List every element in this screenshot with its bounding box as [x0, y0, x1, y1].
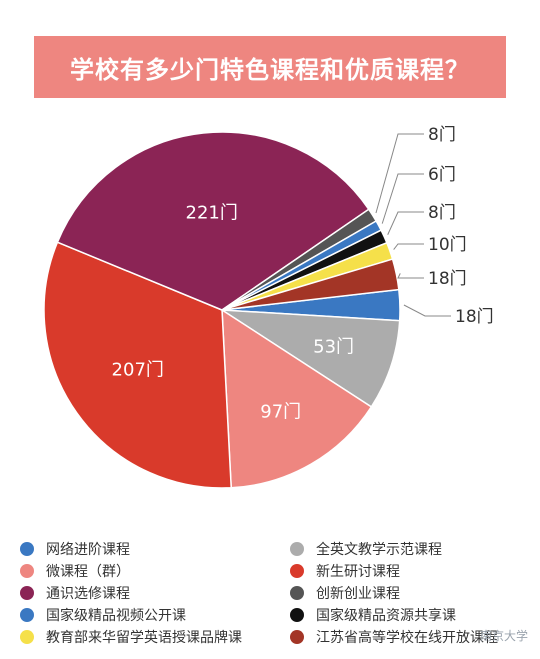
- legend-label: 国家级精品视频公开课: [46, 608, 186, 624]
- legend-item: 网络进阶课程: [20, 539, 130, 559]
- pie-slice: [56, 131, 370, 311]
- callout-label: 10门: [428, 235, 467, 255]
- legend-item: 国家级精品资源共享课: [290, 605, 456, 625]
- pie-slice: [219, 309, 401, 408]
- callout-label: 8门: [428, 203, 456, 223]
- pie-slice: [43, 241, 233, 489]
- legend-dot: [290, 564, 304, 578]
- callout-line: [393, 243, 424, 250]
- watermark: 南京大学: [479, 629, 528, 643]
- legend-dot: [290, 630, 304, 644]
- legend-dot: [20, 564, 34, 578]
- slice-label: 97门: [260, 402, 301, 423]
- callout-line: [381, 173, 424, 224]
- legend-item: 微课程（群）: [20, 561, 130, 581]
- callout-label: 8门: [428, 125, 456, 145]
- callout-line: [397, 273, 424, 279]
- pie-slice: [221, 258, 400, 311]
- legend-label: 教育部来华留学英语授课品牌课: [46, 630, 242, 646]
- pie-chart: 18门 53门 97门 207门 221门 8门 6门 8门 10门 18门: [43, 125, 494, 489]
- chart-title: 学校有多少门特色课程和优质课程？: [70, 55, 470, 84]
- legend-label: 江苏省高等学校在线开放课程: [316, 630, 498, 646]
- legend-item: 全英文教学示范课程: [290, 539, 442, 559]
- legend-item: 新生研讨课程: [290, 561, 400, 581]
- callout-label: 6门: [428, 165, 456, 185]
- legend-dot: [20, 542, 34, 556]
- legend-dot: [290, 608, 304, 622]
- callout-label: 18门: [455, 307, 494, 327]
- legend-label: 创新创业课程: [316, 586, 400, 602]
- legend-label: 网络进阶课程: [46, 542, 130, 558]
- legend-label: 国家级精品资源共享课: [316, 608, 456, 624]
- legend-dot: [290, 542, 304, 556]
- legend-item: 创新创业课程: [290, 583, 400, 603]
- slice-label: 221门: [186, 203, 238, 224]
- legend-item: 教育部来华留学英语授课品牌课: [20, 627, 242, 647]
- callout-label: 18门: [428, 269, 467, 289]
- legend-dot: [20, 630, 34, 644]
- slice-label: 53门: [313, 337, 354, 358]
- legend-dot: [20, 608, 34, 622]
- legend-dot: [20, 586, 34, 600]
- pie-slice: [221, 308, 373, 489]
- title-banner: 学校有多少门特色课程和优质课程？: [34, 36, 506, 98]
- legend-item: 江苏省高等学校在线开放课程: [290, 627, 498, 647]
- legend-item: 国家级精品视频公开课: [20, 605, 186, 625]
- legend-label: 全英文教学示范课程: [316, 542, 442, 558]
- legend-dot: [290, 586, 304, 600]
- callout-line: [375, 133, 424, 214]
- legend-item: 通识选修课程: [20, 583, 130, 603]
- legend-label: 通识选修课程: [46, 586, 130, 602]
- legend-label: 微课程（群）: [46, 564, 130, 580]
- legend-label: 新生研讨课程: [316, 564, 400, 580]
- callout-line: [387, 211, 424, 235]
- slice-label: 207门: [112, 360, 164, 381]
- callout-line: [403, 304, 451, 317]
